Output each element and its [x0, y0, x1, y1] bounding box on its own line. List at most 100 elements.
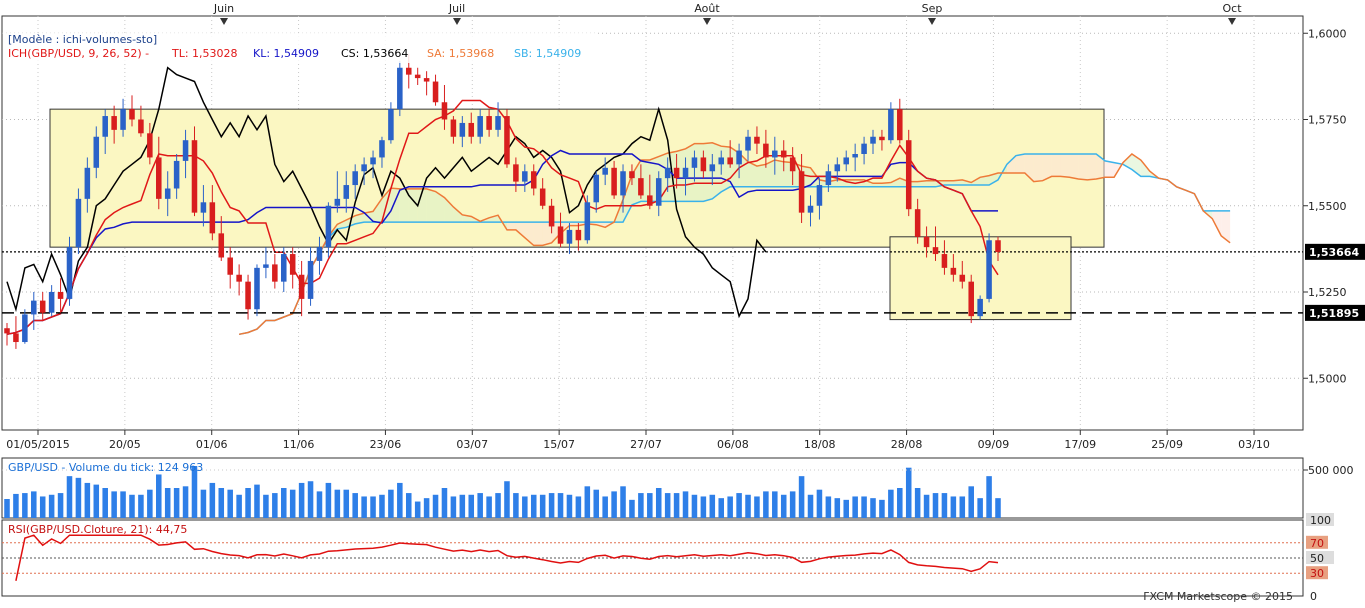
candle-body [861, 143, 867, 154]
kumo-cloud-segment [721, 146, 731, 192]
rsi-tick-label: 50 [1310, 552, 1324, 565]
volume-bar [522, 496, 528, 518]
volume-bar [388, 489, 394, 518]
month-label: Oct [1222, 2, 1242, 15]
rsi-level-badge [1306, 551, 1334, 564]
kumo-cloud-segment [890, 178, 900, 187]
candle [977, 295, 983, 320]
kumo-cloud-segment [435, 191, 445, 223]
candle [941, 240, 948, 275]
senkou-span-b-line [238, 153, 1231, 336]
candle-body [334, 198, 341, 206]
rsi-title: RSI(GBP/USD.Cloture, 21): 44,75 [8, 523, 187, 536]
candle [504, 109, 510, 168]
candle [191, 126, 198, 217]
candle-body [138, 119, 144, 134]
volume-bar [182, 486, 189, 518]
volume-tick-label: 500 000 [1308, 464, 1354, 477]
kumo-cloud-segment [1212, 210, 1222, 236]
candle-body [397, 67, 403, 110]
candle [816, 178, 823, 220]
kumo-cloud-segment [980, 175, 990, 186]
candle [736, 143, 742, 179]
date-tick-label: 25/09 [1151, 438, 1183, 451]
candle [379, 136, 385, 168]
candle-body [209, 202, 216, 234]
candle [763, 129, 769, 168]
candle [995, 236, 1001, 261]
candle-body [254, 267, 260, 310]
volume-bar [254, 484, 260, 518]
candle [138, 105, 144, 137]
candle-body [852, 154, 858, 158]
volume-bar [93, 484, 100, 518]
candle [557, 212, 564, 248]
candle-body [191, 140, 198, 213]
candle-body [647, 195, 653, 206]
candle [682, 157, 689, 196]
candle [888, 102, 894, 144]
candle-body [575, 229, 582, 241]
kumo-cloud-segment [864, 179, 874, 187]
candle-body [289, 254, 296, 275]
date-tick-label: 11/06 [283, 438, 315, 451]
kumo-cloud-segment [337, 219, 347, 230]
candle-body [13, 333, 19, 343]
candle-body [120, 109, 126, 130]
candle-body [870, 136, 876, 144]
volume-bar [397, 482, 403, 518]
date-tick-label: 17/09 [1064, 438, 1096, 451]
candle-body [995, 240, 1001, 252]
candle [209, 185, 216, 241]
date-tick-label: 01/06 [196, 438, 228, 451]
candle [745, 129, 751, 161]
kumo-cloud-segment [399, 188, 409, 223]
candle [593, 171, 600, 213]
candle [218, 216, 225, 261]
volume-bar [709, 494, 716, 518]
price-tick-label: 1,5500 [1308, 200, 1347, 213]
candle-body [173, 160, 180, 189]
candle [450, 116, 457, 144]
candle-body [718, 157, 725, 165]
date-tick-label: 27/07 [630, 438, 662, 451]
month-label: Juil [448, 2, 465, 15]
kumo-cloud-segment [1140, 160, 1150, 177]
kumo-cloud-segment [917, 180, 927, 187]
kumo-cloud-segment [1221, 210, 1231, 243]
kumo-cloud-segment [756, 164, 766, 187]
month-label: Août [694, 2, 720, 15]
volume-bar [593, 489, 600, 518]
kumo-cloud-segment [676, 148, 686, 202]
candle-body [530, 171, 537, 189]
kumo-cloud-segment [569, 222, 579, 226]
candle [352, 164, 358, 199]
kumo-cloud-segment [989, 172, 998, 186]
candle [923, 226, 930, 258]
candle [48, 285, 55, 317]
candle-body [280, 254, 287, 282]
candle-body [557, 226, 564, 244]
volume-bar [31, 491, 37, 518]
kumo-cloud-segment [542, 222, 552, 246]
candle-body [513, 164, 519, 182]
volume-bar [816, 489, 823, 518]
indicator-legend-item: CS: 1,53664 [341, 47, 408, 60]
volume-bar [75, 477, 82, 518]
candle [647, 174, 653, 210]
rsi-tick-label: 100 [1310, 514, 1331, 527]
candle [254, 264, 260, 317]
price-tick-label: 1,5750 [1308, 114, 1347, 127]
kumo-cloud-segment [712, 142, 722, 199]
volume-bar [245, 488, 251, 518]
candle-body [4, 328, 10, 334]
kumo-cloud-segment [765, 160, 775, 187]
candle-body [593, 174, 600, 203]
kumo-cloud-segment [1078, 154, 1088, 180]
volume-bar [620, 486, 626, 518]
volume-bar [84, 482, 91, 518]
candle [334, 171, 341, 213]
candle-body [227, 257, 233, 275]
candle [343, 171, 350, 213]
model-label: [Modèle : ichi-volumes-sto] [8, 33, 157, 46]
